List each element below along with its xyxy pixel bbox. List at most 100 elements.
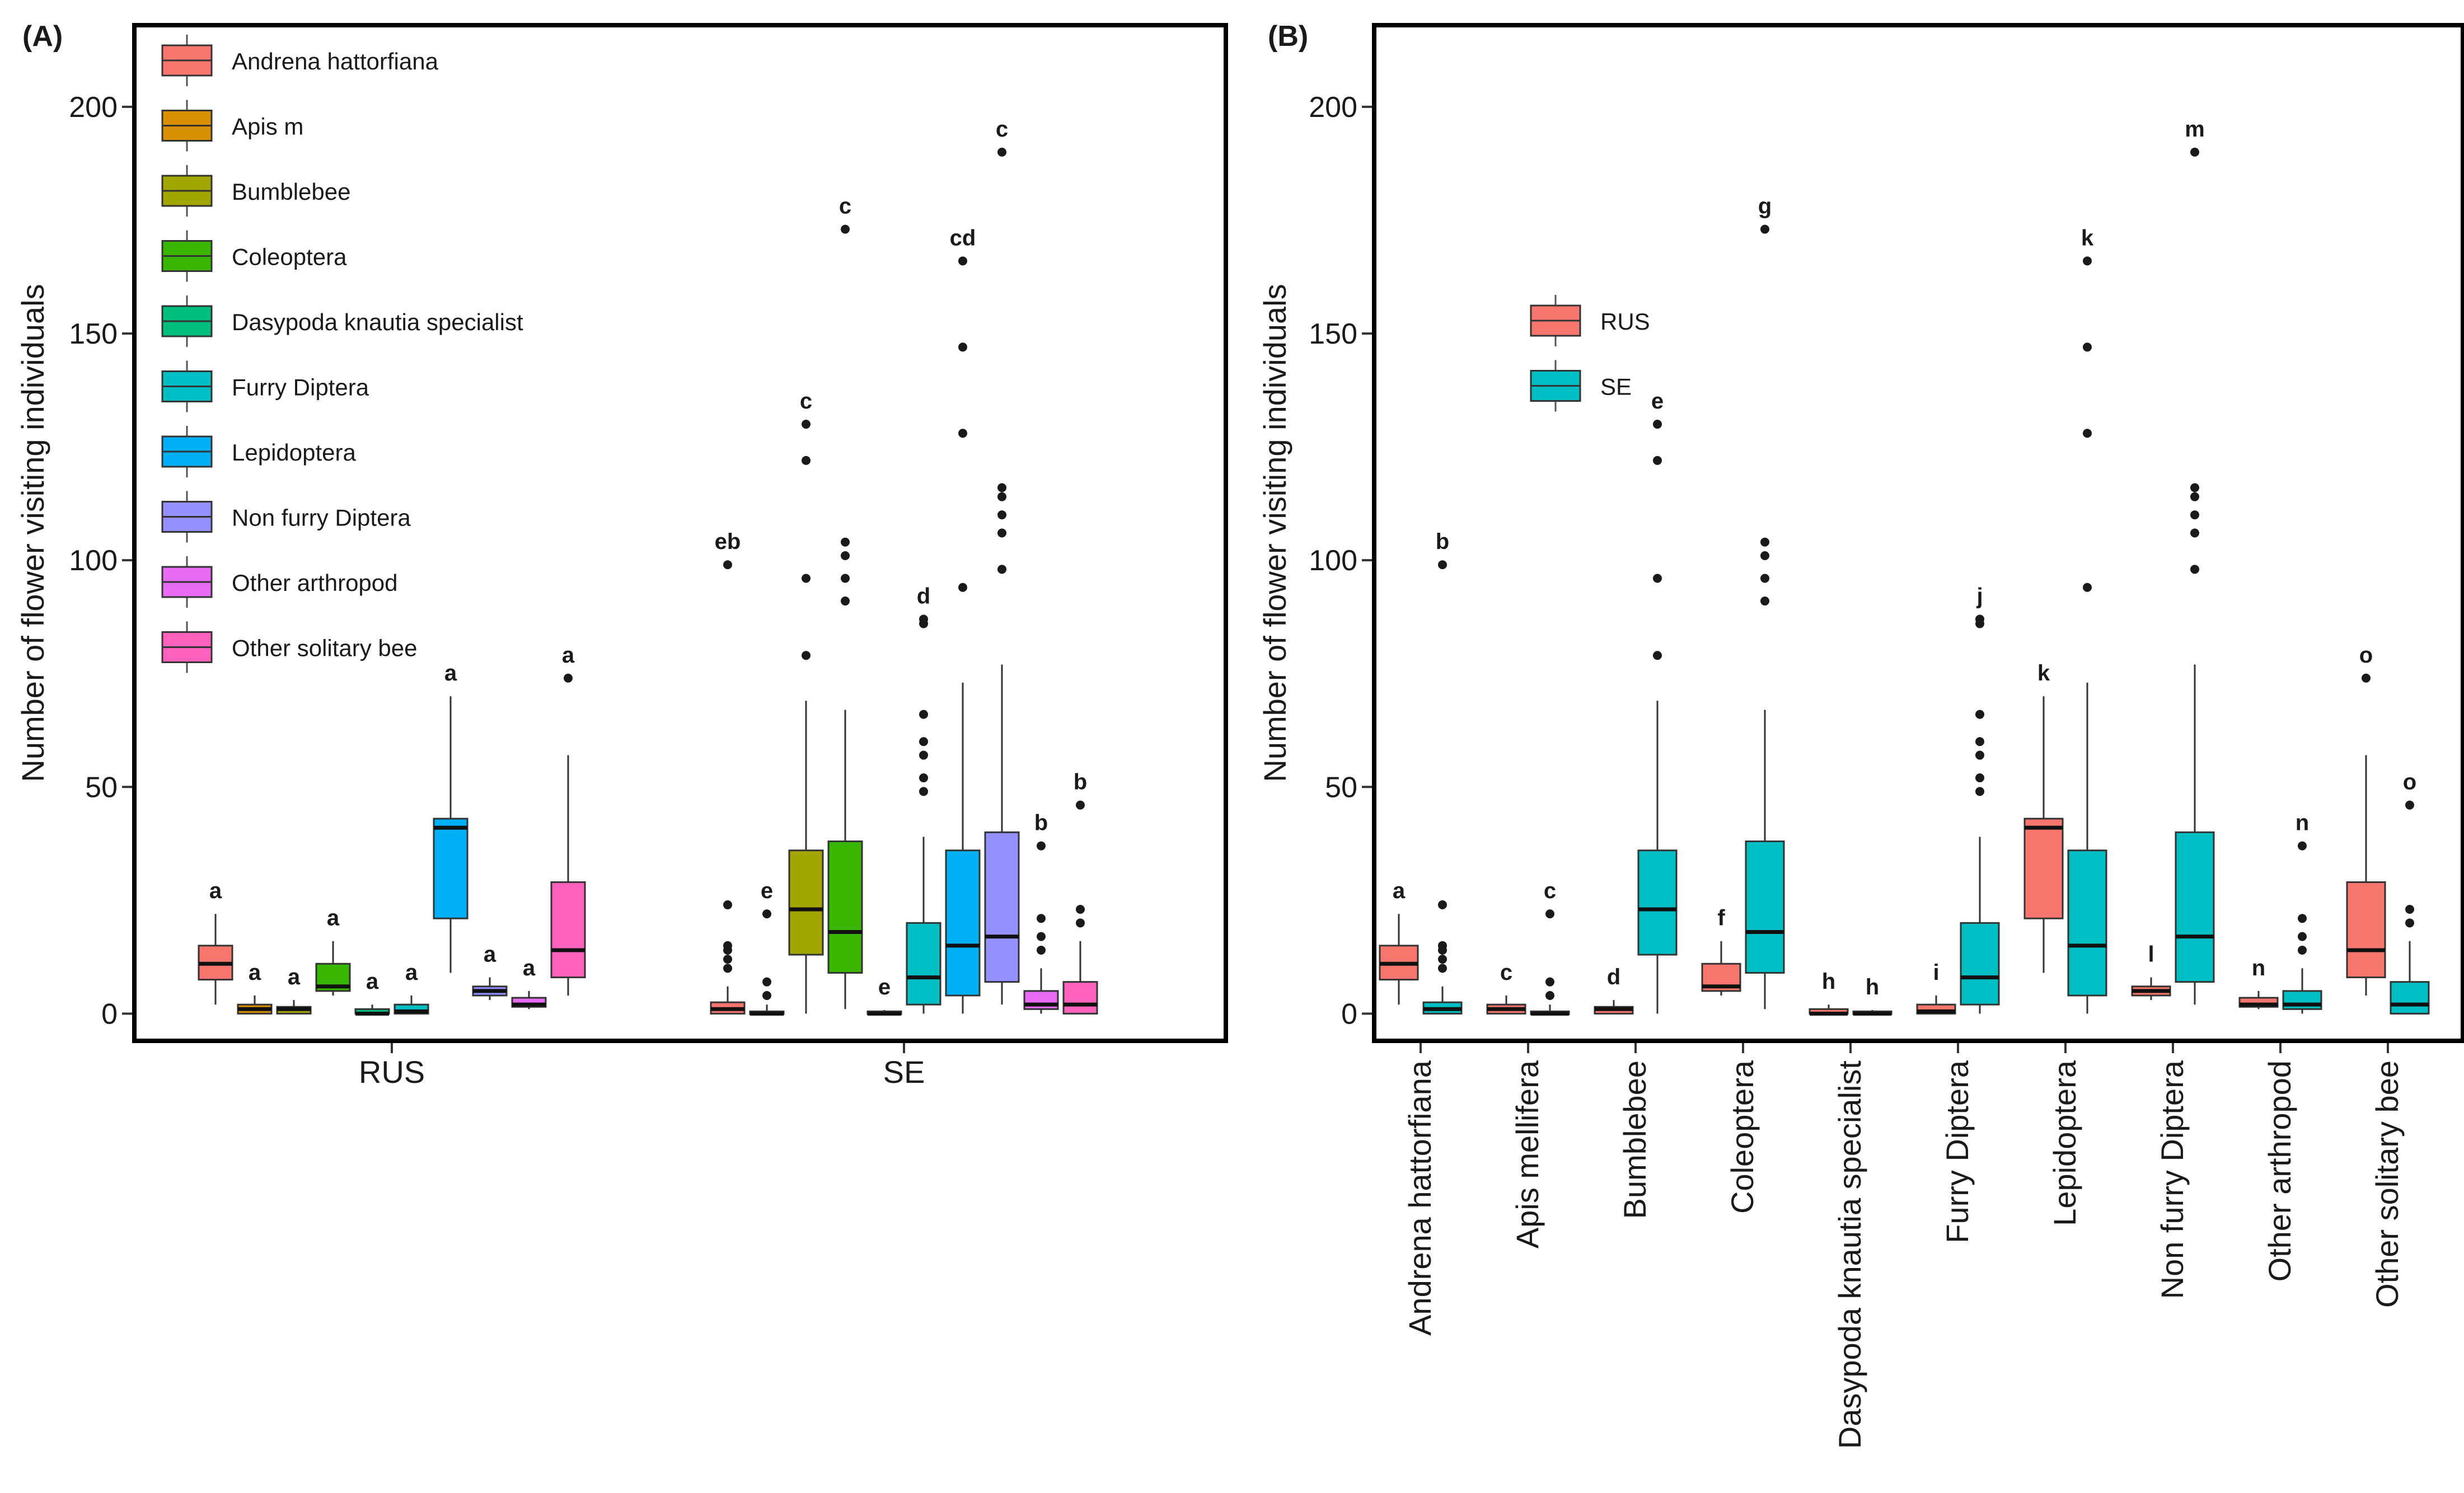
outlier-point bbox=[997, 492, 1006, 501]
significance-letter: g bbox=[1758, 194, 1772, 219]
outlier-point bbox=[2298, 841, 2307, 851]
outlier-point bbox=[2190, 528, 2199, 538]
box-apis-mellifera-0: c bbox=[1486, 960, 1526, 1015]
box-rus-1: a bbox=[237, 960, 273, 1015]
box-body bbox=[2067, 849, 2107, 997]
outlier-point bbox=[919, 737, 928, 746]
outlier-point bbox=[841, 537, 850, 547]
significance-letter: c bbox=[996, 117, 1008, 142]
y-tick-label: 200 bbox=[1309, 91, 1357, 124]
legend-item: Other solitary bee bbox=[161, 621, 418, 673]
y-tick-label: 200 bbox=[69, 91, 118, 124]
legend-label: Dasypoda knautia specialist bbox=[232, 309, 523, 335]
box-andrena-hattorfiana-1: b bbox=[1422, 529, 1463, 1015]
y-tick-label: 100 bbox=[69, 544, 118, 577]
outlier-point bbox=[1438, 900, 1447, 909]
outlier-point bbox=[919, 750, 928, 760]
significance-letter: e bbox=[1651, 389, 1664, 414]
outlier-point bbox=[2083, 583, 2092, 592]
outlier-point bbox=[802, 574, 811, 583]
significance-letter: d bbox=[1607, 965, 1620, 989]
outlier-point bbox=[2298, 932, 2307, 941]
significance-letter: k bbox=[2081, 226, 2094, 250]
significance-letter: b bbox=[1034, 811, 1048, 835]
outlier-point bbox=[2298, 945, 2307, 955]
outlier-point bbox=[723, 955, 732, 964]
outlier-point bbox=[1545, 977, 1554, 987]
outlier-point bbox=[997, 483, 1006, 492]
outlier-point bbox=[2083, 342, 2092, 352]
outlier-point bbox=[2405, 918, 2414, 928]
significance-letter: a bbox=[366, 969, 379, 994]
x-tick-label: Non furry Diptera bbox=[2154, 1060, 2190, 1299]
legend-item: Dasypoda knautia specialist bbox=[161, 295, 523, 347]
significance-letter: cd bbox=[950, 226, 976, 250]
outlier-point bbox=[2190, 565, 2199, 574]
legend-item: Other arthropod bbox=[161, 556, 398, 608]
box-furry-diptera-0: i bbox=[1916, 960, 1956, 1015]
y-tick-label: 50 bbox=[1325, 771, 1357, 804]
outlier-point bbox=[997, 528, 1006, 538]
chart-panel-a: (A) Number of flower visiting individuals… bbox=[15, 20, 1228, 1090]
outlier-point bbox=[564, 673, 573, 683]
box-body bbox=[1960, 922, 2000, 1006]
outlier-point bbox=[1975, 750, 1984, 760]
plot-frame bbox=[132, 23, 1228, 1043]
chart-panel-b: (B) Number of flower visiting individuals… bbox=[1257, 20, 2464, 1449]
outlier-point bbox=[1653, 420, 1662, 429]
outlier-point bbox=[1760, 224, 1769, 234]
box-body bbox=[550, 881, 586, 979]
significance-letter: a bbox=[1393, 879, 1406, 903]
significance-letter: a bbox=[209, 879, 222, 903]
significance-letter: f bbox=[1717, 906, 1725, 931]
y-tick-label: 100 bbox=[1309, 544, 1357, 577]
significance-letter: a bbox=[484, 942, 496, 967]
box-coleoptera-0: f bbox=[1701, 906, 1741, 996]
legend-item: SE bbox=[1530, 360, 1632, 412]
outlier-point bbox=[762, 977, 771, 987]
y-tick-label: 0 bbox=[101, 998, 118, 1030]
y-tick-label: 150 bbox=[69, 318, 118, 350]
legend-label: Apis m bbox=[232, 114, 303, 140]
outlier-point bbox=[2083, 256, 2092, 266]
legend-item: Andrena hattorfiana bbox=[161, 35, 439, 86]
box-body bbox=[945, 849, 981, 997]
box-dasypoda-knautia-specialist-0: h bbox=[1809, 969, 1849, 1016]
x-tick-label: Bumblebee bbox=[1617, 1060, 1652, 1219]
y-tick-label: 150 bbox=[1309, 318, 1357, 350]
significance-letter: c bbox=[800, 389, 812, 414]
outlier-point bbox=[723, 900, 732, 909]
box-body bbox=[2023, 818, 2064, 919]
box-body bbox=[906, 922, 941, 1006]
significance-letter: e bbox=[761, 879, 773, 903]
outlier-point bbox=[1760, 551, 1769, 561]
outlier-point bbox=[997, 565, 1006, 574]
outlier-point bbox=[1760, 574, 1769, 583]
outlier-point bbox=[2190, 483, 2199, 492]
significance-letter: a bbox=[249, 960, 261, 985]
panel-label: (A) bbox=[22, 20, 63, 53]
outlier-point bbox=[1975, 737, 1984, 746]
outlier-point bbox=[802, 651, 811, 660]
significance-letter: c bbox=[1544, 879, 1556, 903]
significance-letter: a bbox=[523, 956, 536, 980]
box-se-3: c bbox=[827, 194, 863, 1010]
box-rus-9: a bbox=[550, 643, 586, 996]
outlier-point bbox=[2298, 914, 2307, 923]
y-axis-title: Number of flower visiting individuals bbox=[1257, 284, 1292, 782]
significance-letter: i bbox=[1933, 960, 1939, 985]
outlier-point bbox=[1438, 955, 1447, 964]
x-tick-label: Lepidoptera bbox=[2047, 1060, 2082, 1226]
box-se-8: b bbox=[1023, 811, 1059, 1014]
significance-letter: h bbox=[1866, 975, 1879, 999]
box-bumblebee-0: d bbox=[1594, 965, 1634, 1015]
significance-letter: c bbox=[839, 194, 851, 219]
outlier-point bbox=[841, 551, 850, 561]
outlier-point bbox=[802, 456, 811, 465]
significance-letter: o bbox=[2359, 643, 2373, 668]
outlier-point bbox=[2362, 673, 2371, 683]
box-body bbox=[2390, 981, 2430, 1015]
significance-letter: c bbox=[1500, 960, 1512, 985]
box-lepidoptera-0: k bbox=[2023, 661, 2064, 973]
box-rus-8: a bbox=[511, 956, 547, 1010]
